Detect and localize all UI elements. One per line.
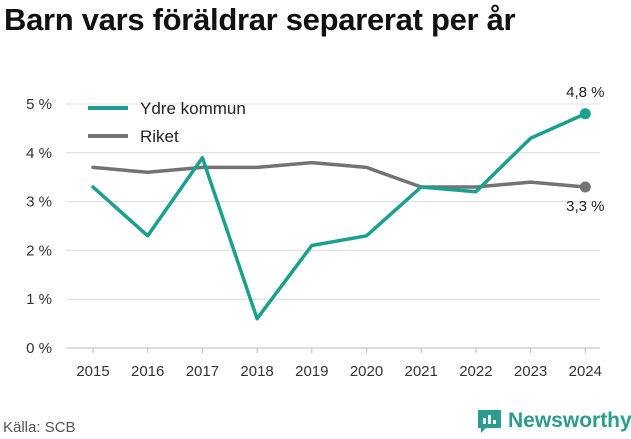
line-chart: 0 % 1 % 2 % 3 % 4 % 5 % 2015 2016 2017 2018 2019 20… xyxy=(26,84,604,380)
chart-legend: Ydre kommun Riket xyxy=(88,99,246,146)
legend-label: Riket xyxy=(140,127,179,146)
data-series: 4,8 % 3,3 % xyxy=(91,84,604,321)
axis-labels: 0 % 1 % 2 % 3 % 4 % 5 % 2015 2016 2017 2018 2019 20… xyxy=(26,96,602,380)
y-tick-label: 3 % xyxy=(26,194,52,211)
x-tick-label: 2020 xyxy=(350,363,383,380)
grid-lines xyxy=(66,103,600,353)
end-point-marker xyxy=(579,181,591,193)
x-tick-label: 2024 xyxy=(569,363,602,380)
x-tick-label: 2015 xyxy=(76,363,109,380)
chart-title: Barn vars föräldrar separerat per år xyxy=(4,2,516,37)
newsworthy-logo-icon xyxy=(478,409,501,433)
x-tick-label: 2018 xyxy=(240,363,273,380)
y-tick-label: 0 % xyxy=(26,340,52,357)
series-line xyxy=(91,112,588,321)
x-tick-label: 2022 xyxy=(459,363,492,380)
end-value-label: 4,8 % xyxy=(566,84,604,101)
y-tick-label: 5 % xyxy=(26,96,52,113)
legend-label: Ydre kommun xyxy=(140,99,246,118)
end-point-marker xyxy=(579,108,591,120)
y-tick-label: 2 % xyxy=(26,242,52,259)
source-note: Källa: SCB xyxy=(3,419,76,436)
y-tick-label: 1 % xyxy=(26,291,52,308)
x-tick-label: 2017 xyxy=(186,363,219,380)
x-tick-label: 2019 xyxy=(295,363,328,380)
y-tick-label: 4 % xyxy=(26,145,52,162)
series-line xyxy=(91,160,588,189)
x-tick-label: 2016 xyxy=(131,363,164,380)
x-tick-label: 2023 xyxy=(514,363,547,380)
x-tick-label: 2021 xyxy=(405,363,438,380)
end-value-label: 3,3 % xyxy=(566,198,604,215)
brand-name: Newsworthy xyxy=(508,409,631,432)
brand-logo: Newsworthy xyxy=(476,406,631,436)
